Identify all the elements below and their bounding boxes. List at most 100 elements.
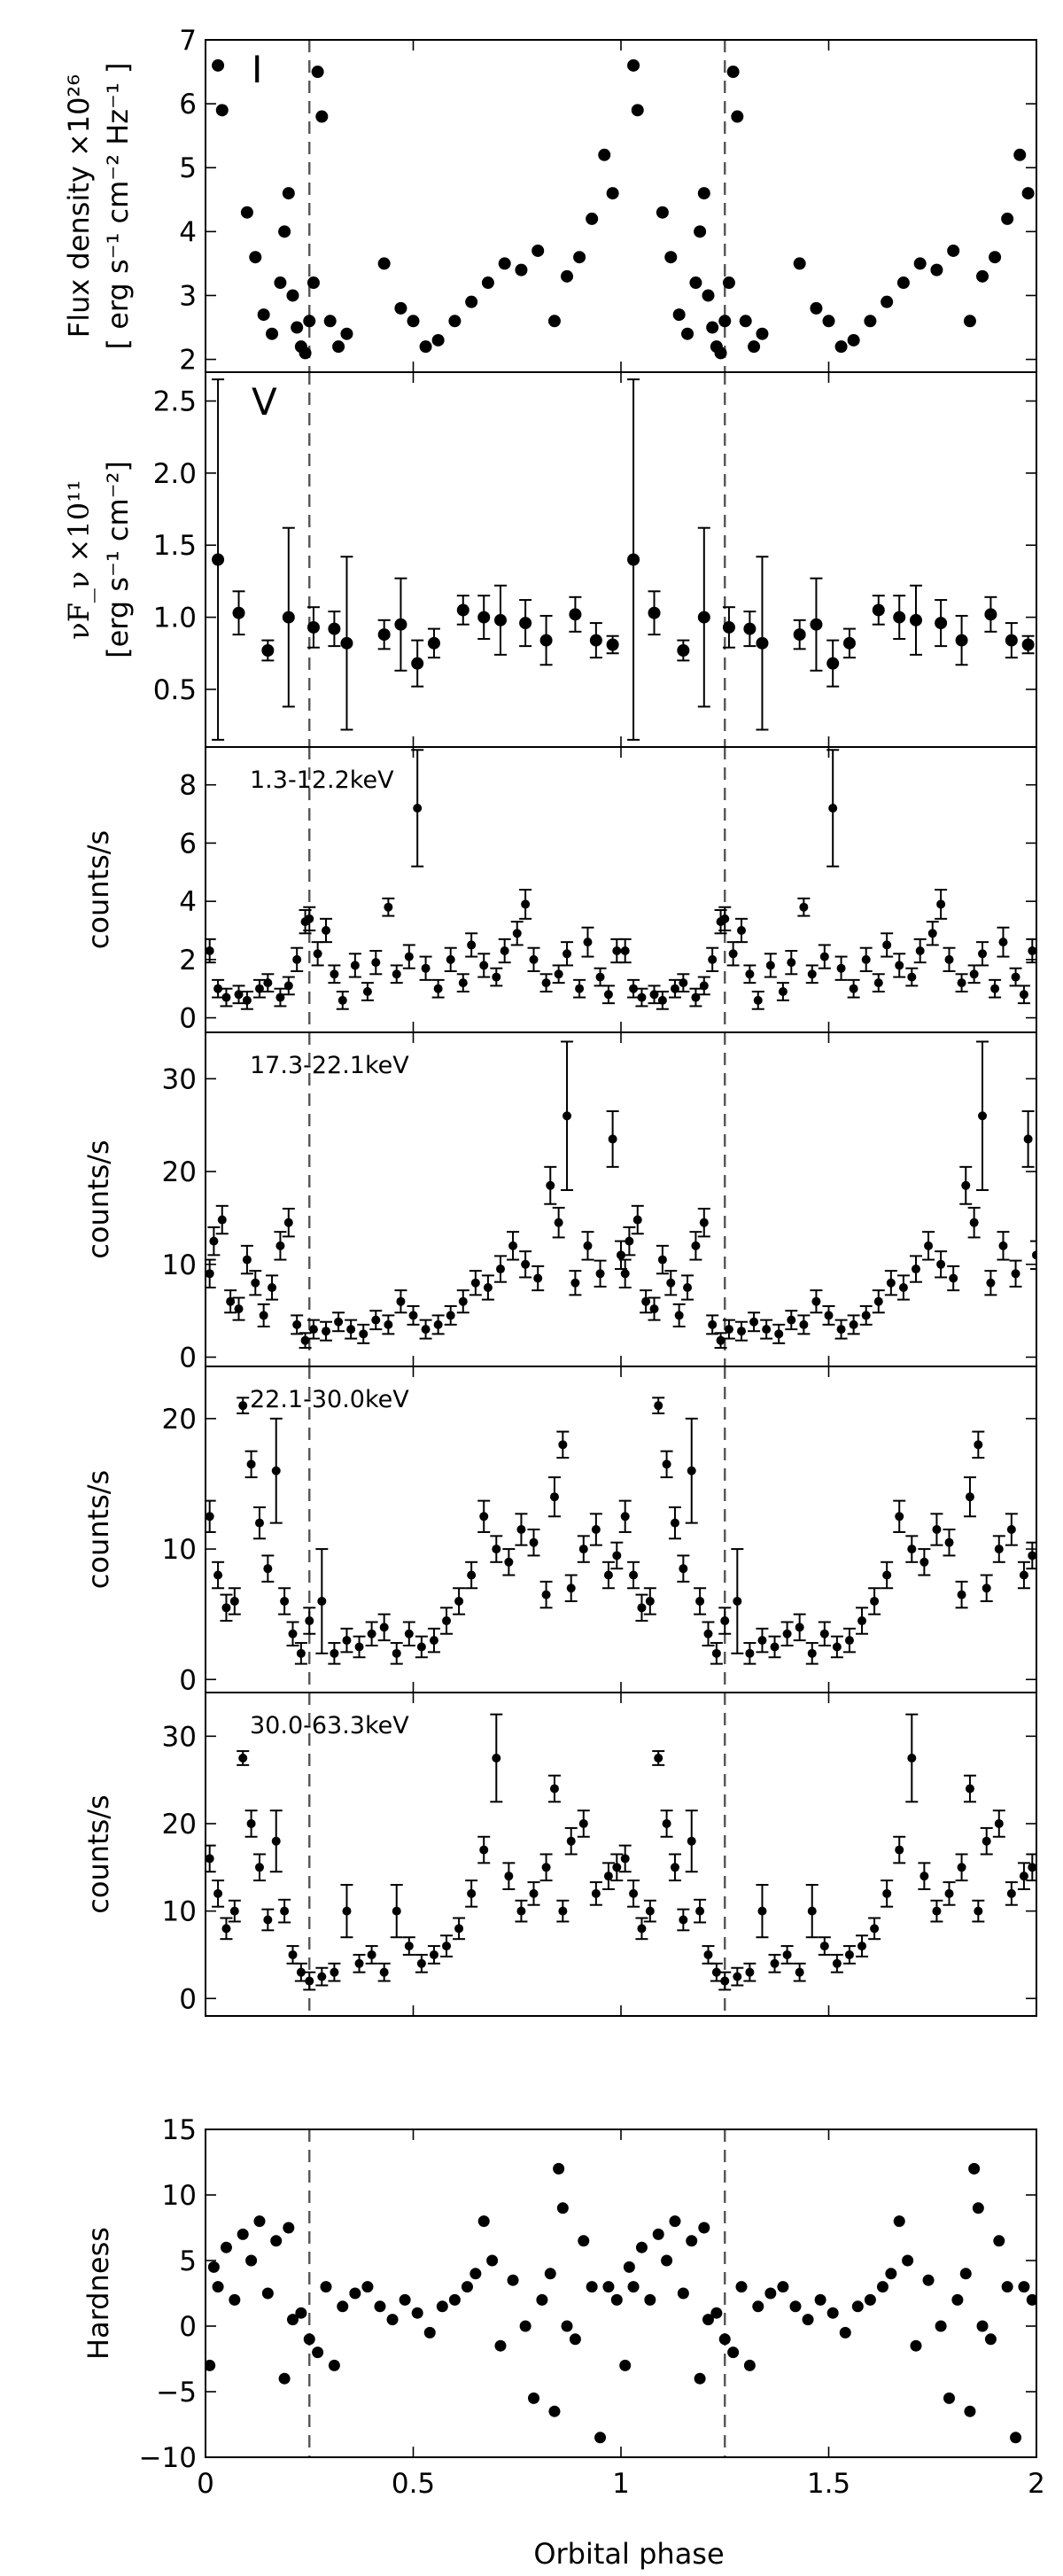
- data-point: [495, 1265, 505, 1274]
- data-point: [271, 1466, 281, 1475]
- data-point: [972, 2202, 984, 2214]
- y-tick-label: 2.5: [153, 386, 197, 418]
- data-point: [516, 1525, 526, 1534]
- panel-V: 0.5 1.0 1.5 2.0 2.5 VνF_ν ×10¹¹ [erg s⁻¹ cm⁻²]: [62, 371, 1037, 748]
- data-point: [735, 2281, 748, 2293]
- data-point: [982, 1836, 991, 1846]
- data-point: [270, 2235, 283, 2247]
- panel-band2: 0 10 20 30 17.3-22.1keV counts/s: [81, 1031, 1037, 1374]
- data-point: [421, 963, 431, 973]
- data-point: [807, 969, 817, 979]
- data-point: [238, 1753, 248, 1763]
- data-point: [799, 902, 809, 912]
- data-point: [221, 992, 231, 1002]
- data-point: [305, 914, 314, 923]
- data-point: [547, 315, 561, 328]
- data-point: [631, 104, 644, 117]
- data-point: [354, 1958, 364, 1968]
- data-point: [645, 1596, 655, 1606]
- data-point: [745, 1648, 755, 1658]
- data-point: [998, 938, 1008, 947]
- data-point: [935, 617, 948, 630]
- data-point: [323, 315, 337, 328]
- data-point: [570, 1278, 580, 1288]
- data-point: [377, 257, 391, 270]
- x-tick-label: 1: [612, 2468, 630, 2500]
- data-point: [315, 110, 329, 123]
- data-point: [546, 1180, 555, 1190]
- data-point: [664, 251, 678, 264]
- y-axis-label: [ erg s⁻¹ cm⁻² Hz⁻¹ ]: [101, 63, 135, 350]
- data-point: [718, 315, 732, 328]
- data-point: [481, 276, 494, 290]
- data-point: [957, 1863, 966, 1872]
- data-point: [598, 148, 611, 161]
- data-point: [492, 1545, 501, 1554]
- data-point: [819, 1629, 829, 1638]
- panel-frame: [205, 371, 1037, 748]
- data-point: [254, 1863, 264, 1872]
- data-point: [795, 1623, 804, 1632]
- data-point: [620, 946, 630, 955]
- y-tick-label: 0: [179, 1664, 197, 1696]
- data-point: [215, 104, 229, 117]
- data-point: [206, 946, 214, 955]
- data-point: [458, 978, 468, 988]
- data-point: [677, 2287, 689, 2300]
- data-point: [902, 2254, 914, 2267]
- data-point: [930, 263, 943, 276]
- data-point: [1005, 634, 1018, 647]
- band-label: 1.3-12.2keV: [250, 767, 394, 794]
- data-point: [322, 926, 331, 935]
- data-point: [396, 1296, 406, 1306]
- data-point: [814, 2293, 826, 2306]
- y-axis-label: Hardness: [81, 2227, 115, 2360]
- data-point: [826, 2307, 839, 2319]
- data-point: [641, 1296, 651, 1306]
- data-point: [508, 1241, 518, 1250]
- y-tick-label: −10: [139, 2442, 197, 2474]
- panel-hardness: −10 −5 0 5 10 15 0 0.5 1 1.5 2 Hardness: [81, 2114, 1045, 2500]
- x-tick-label: 1.5: [807, 2468, 850, 2500]
- data-point: [757, 1636, 767, 1646]
- data-point: [558, 1906, 568, 1916]
- data-point: [591, 1525, 601, 1534]
- panels-layer: 2 3 4 5 6 7 I Flux density ×10²⁶[ erg s⁻¹ cm⁻² …: [62, 25, 1045, 2500]
- data-point: [209, 1236, 219, 1246]
- data-point: [259, 1311, 268, 1320]
- data-point: [666, 1278, 676, 1288]
- data-point: [377, 628, 391, 642]
- data-point: [849, 984, 858, 993]
- data-point: [710, 2307, 723, 2319]
- data-point: [687, 1836, 696, 1846]
- data-point: [974, 1906, 983, 1916]
- data-point: [844, 1636, 854, 1646]
- band-label: 22.1-30.0keV: [250, 1386, 409, 1413]
- data-point: [720, 1616, 730, 1626]
- data-point: [656, 206, 669, 219]
- data-point: [286, 289, 299, 302]
- data-point: [212, 553, 225, 566]
- data-point: [379, 1623, 389, 1632]
- data-point: [541, 978, 551, 988]
- data-point: [263, 1564, 273, 1574]
- data-point: [263, 978, 273, 988]
- data-point: [465, 295, 478, 308]
- data-point: [548, 2405, 561, 2417]
- data-point: [974, 1440, 983, 1450]
- y-tick-label: 10: [162, 2180, 197, 2212]
- data-point: [305, 1976, 314, 1986]
- data-point: [477, 2215, 490, 2228]
- data-point: [870, 1596, 880, 1606]
- data-point: [486, 2254, 499, 2267]
- panel-I: 2 3 4 5 6 7 I Flux density ×10²⁶[ erg s⁻¹ cm⁻² …: [62, 25, 1037, 377]
- data-point: [340, 327, 353, 340]
- data-point: [586, 2281, 598, 2293]
- data-point: [232, 606, 245, 619]
- data-point: [411, 657, 424, 670]
- data-point: [728, 949, 738, 959]
- data-point: [777, 2281, 789, 2293]
- data-point: [857, 1616, 867, 1626]
- series-band2: [206, 1040, 1036, 1350]
- data-point: [350, 961, 360, 970]
